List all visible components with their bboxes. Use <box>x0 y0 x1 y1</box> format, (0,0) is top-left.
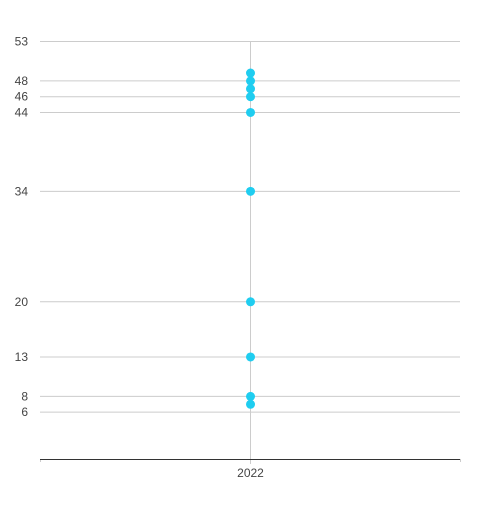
y-tick-label: 8 <box>21 389 28 403</box>
data-point[interactable] <box>246 76 255 86</box>
x-axis-ticks: 2022 <box>40 459 461 480</box>
y-tick-label: 6 <box>21 405 28 419</box>
data-point[interactable] <box>246 186 255 196</box>
y-tick-label: 34 <box>15 184 29 198</box>
data-point[interactable] <box>246 352 255 362</box>
data-point[interactable] <box>246 68 255 78</box>
y-tick-label: 44 <box>15 105 29 119</box>
y-tick-label: 46 <box>15 90 29 104</box>
data-point[interactable] <box>246 391 255 401</box>
y-tick-label: 13 <box>15 350 29 364</box>
data-point[interactable] <box>246 107 255 117</box>
data-points[interactable] <box>246 68 255 409</box>
y-tick-label: 48 <box>15 74 29 88</box>
data-point[interactable] <box>246 84 255 94</box>
y-tick-label: 20 <box>15 295 29 309</box>
y-tick-label: 53 <box>15 35 29 49</box>
data-point[interactable] <box>246 92 255 102</box>
data-point[interactable] <box>246 297 255 307</box>
x-tick-label: 2022 <box>237 466 264 480</box>
data-point[interactable] <box>246 399 255 409</box>
